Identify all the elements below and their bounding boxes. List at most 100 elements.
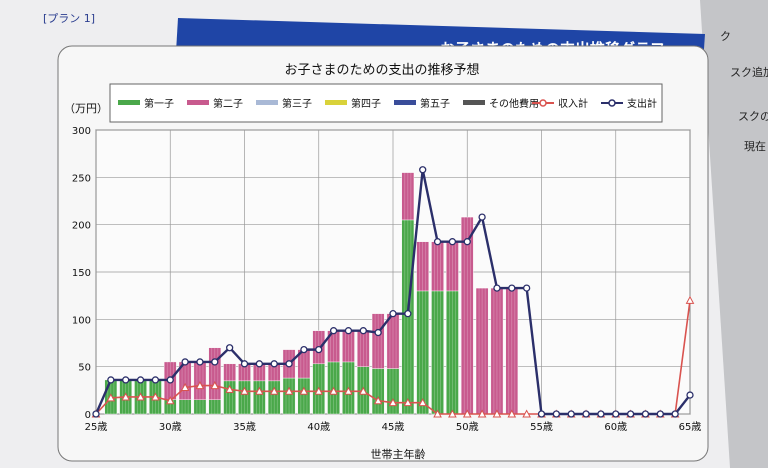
income-marker-52: [492, 409, 502, 418]
y-tick-label-2: 100: [72, 315, 91, 326]
x-tick-label-7: 60歳: [604, 421, 627, 433]
income-marker-29: [151, 392, 160, 401]
income-marker-54: [522, 409, 531, 418]
legend-label-0: 第一子: [144, 97, 174, 110]
income-marker-53: [507, 409, 517, 418]
legend-label-2: 第三子: [282, 97, 312, 110]
expense-marker-54: [523, 284, 531, 292]
bar-child2-47: [416, 241, 429, 292]
expense-marker-26: [107, 376, 115, 384]
expense-marker-62: [641, 410, 650, 418]
expense-marker-31: [181, 358, 189, 366]
legend-label-1: 第二子: [213, 97, 243, 110]
expense-marker-61: [626, 410, 635, 418]
expense-marker-65: [686, 391, 694, 399]
income-marker-43: [358, 386, 368, 395]
expense-marker-56: [552, 410, 560, 418]
expense-marker-50: [463, 238, 471, 246]
expense-marker-43: [359, 327, 367, 335]
chart-title: お子さまのための支出の推移予想: [284, 62, 479, 78]
expense-marker-35: [240, 360, 249, 368]
side-text-4: 現在: [744, 140, 766, 153]
income-marker-27: [121, 392, 131, 401]
x-axis-label: 世帯主年齢: [371, 447, 426, 461]
expense-marker-28: [136, 376, 145, 384]
expense-marker-38: [285, 360, 293, 368]
income-marker-45: [388, 398, 398, 407]
income-marker-46: [403, 398, 413, 407]
side-text-3: スクの: [738, 110, 768, 123]
legend-swatch-1: [187, 100, 209, 105]
expense-marker-30: [166, 376, 174, 384]
income-marker-31: [180, 382, 190, 391]
y-axis-label: （万円）: [64, 102, 108, 115]
y-tick-label-6: 300: [72, 126, 91, 137]
y-tick-label-3: 150: [72, 268, 91, 279]
income-marker-47: [418, 398, 428, 407]
legend: 第一子 第二子 第三子 第四子 第五子 その他費用 収入計 支出計: [118, 97, 657, 110]
legend-marker-7: [608, 99, 616, 107]
legend-label-4: 第五子: [420, 97, 450, 110]
expense-marker-60: [612, 410, 620, 418]
expense-marker-45: [389, 310, 397, 318]
legend-swatch-5: [463, 100, 485, 105]
plot-area: 0 50 100 150 200 250 300 25歳 30歳 35歳 40歳 45歳 50歳 55歳 6…: [72, 126, 701, 433]
legend-swatch-3: [325, 100, 347, 105]
expense-marker-32: [196, 358, 204, 366]
side-text-1: ク: [720, 30, 731, 43]
legend-marker-6: [539, 99, 547, 107]
legend-label-5: その他費用: [489, 97, 539, 110]
plan-label: [プラン 1]: [43, 12, 95, 25]
expense-marker-40: [315, 345, 323, 354]
y-tick-label-0: 0: [85, 410, 91, 421]
income-marker-34: [225, 384, 234, 393]
income-marker-35: [240, 386, 249, 395]
expense-marker-47: [419, 166, 427, 174]
x-tick-label-4: 45歳: [382, 421, 405, 433]
expense-marker-63: [656, 410, 664, 418]
expense-marker-37: [270, 360, 278, 368]
expense-marker-25: [92, 410, 100, 418]
legend-swatch-4: [394, 100, 416, 105]
income-marker-26: [106, 393, 116, 402]
expense-marker-41: [329, 327, 338, 335]
income-marker-38: [284, 386, 294, 395]
income-marker-39: [299, 386, 309, 395]
x-tick-label-8: 65歳: [679, 421, 702, 433]
expense-marker-29: [151, 376, 160, 384]
expense-marker-33: [211, 358, 219, 366]
expense-marker-36: [255, 360, 264, 368]
bar-child2-34: [223, 363, 236, 382]
legend-label-3: 第四子: [351, 97, 381, 110]
x-tick-label-3: 40歳: [307, 421, 330, 433]
expense-marker-48: [433, 238, 442, 246]
expense-marker-64: [671, 410, 679, 418]
expense-marker-53: [508, 284, 516, 292]
income-marker-44: [373, 396, 383, 405]
expense-marker-44: [374, 328, 382, 337]
income-marker-42: [344, 386, 353, 395]
income-marker-32: [195, 381, 205, 390]
income-marker-65: [685, 295, 695, 304]
x-tick-label-2: 35歳: [233, 421, 256, 433]
income-marker-51: [477, 409, 487, 418]
income-marker-33: [210, 381, 220, 390]
expense-marker-39: [300, 345, 308, 354]
expense-marker-57: [567, 410, 575, 418]
income-marker-36: [255, 386, 264, 395]
income-marker-30: [165, 396, 175, 405]
expense-marker-55: [537, 410, 546, 418]
expense-marker-46: [404, 310, 412, 318]
income-marker-40: [314, 386, 324, 395]
income-marker-37: [269, 386, 279, 395]
expense-marker-52: [493, 284, 501, 292]
income-marker-28: [136, 392, 145, 401]
income-marker-49: [448, 409, 457, 418]
x-tick-label-5: 50歳: [456, 421, 479, 433]
x-tick-label-0: 25歳: [85, 421, 108, 433]
legend-swatch-0: [118, 100, 140, 105]
expense-marker-42: [344, 327, 353, 335]
y-tick-label-4: 200: [72, 221, 91, 232]
